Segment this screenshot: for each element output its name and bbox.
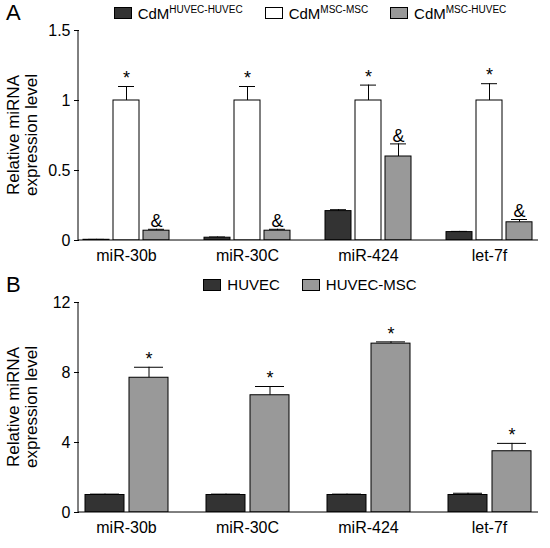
svg-text:miR-30b: miR-30b: [96, 519, 157, 536]
svg-text:0.5: 0.5: [48, 162, 70, 179]
svg-text:let-7f: let-7f: [472, 519, 508, 536]
svg-text:1.5: 1.5: [48, 22, 70, 39]
svg-text:1: 1: [62, 92, 71, 109]
svg-text:*: *: [244, 68, 251, 88]
html-text:A: A: [6, 0, 21, 25]
svg-text:*: *: [145, 349, 152, 369]
svg-text:12: 12: [53, 294, 71, 311]
svg-text:&: &: [513, 201, 525, 221]
svg-text:0: 0: [62, 232, 71, 249]
svg-text:*: *: [365, 67, 372, 87]
svg-text:*: *: [123, 68, 130, 88]
svg-text:&: &: [271, 211, 283, 231]
svg-text:Relative miRNAexpression level: Relative miRNAexpression level: [4, 346, 42, 468]
html-text:CdMMSC-MSC: CdMMSC-MSC: [288, 4, 369, 22]
svg-text:&: &: [392, 126, 404, 146]
svg-text:Relative miRNAexpression level: Relative miRNAexpression level: [4, 74, 42, 196]
svg-text:*: *: [486, 65, 493, 85]
html-text:HUVEC-MSC: HUVEC-MSC: [325, 276, 417, 293]
html-text:B: B: [6, 272, 21, 297]
svg-text:&: &: [150, 211, 162, 231]
svg-text:miR-424: miR-424: [338, 519, 399, 536]
svg-text:miR-30b: miR-30b: [96, 247, 157, 264]
svg-text:*: *: [508, 425, 515, 445]
svg-text:*: *: [266, 368, 273, 388]
svg-text:miR-30C: miR-30C: [216, 519, 279, 536]
svg-text:8: 8: [62, 364, 71, 381]
html-text:CdMHUVEC-HUVEC: CdMHUVEC-HUVEC: [137, 4, 243, 22]
svg-text:let-7f: let-7f: [472, 247, 508, 264]
svg-text:miR-424: miR-424: [338, 247, 399, 264]
html-text:CdMMSC-HUVEC: CdMMSC-HUVEC: [414, 4, 507, 22]
svg-text:0: 0: [62, 504, 71, 521]
svg-text:*: *: [387, 324, 394, 344]
svg-text:4: 4: [62, 434, 71, 451]
html-text:HUVEC: HUVEC: [227, 276, 280, 293]
svg-text:miR-30C: miR-30C: [216, 247, 279, 264]
